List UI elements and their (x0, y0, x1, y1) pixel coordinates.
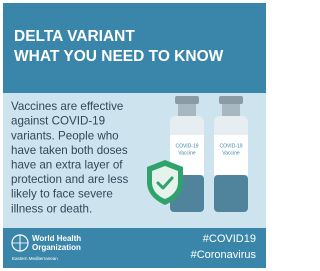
infographic: DELTA VARIANT WHAT YOU NEED TO KNOW Vacc… (0, 0, 269, 271)
org-name: World Health (32, 234, 81, 243)
body-line: against COVID-19 (11, 115, 105, 128)
body-line: have an extra layer of (11, 158, 123, 171)
vial-label: COVID-19 (219, 143, 242, 149)
body-line: variants. People who (11, 129, 119, 142)
body-line: likely to face severe (11, 188, 113, 201)
body-line: Vaccines are effective (11, 100, 123, 113)
body-line: protection and are less (11, 173, 128, 186)
org-region: Eastern Mediterranean (12, 256, 58, 261)
page: DELTA VARIANT WHAT YOU NEED TO KNOW Vacc… (0, 0, 269, 271)
vial-label: COVID-19 (175, 143, 198, 149)
hashtag: #Coronavirus (191, 249, 257, 261)
body-line: illness or death. (11, 202, 92, 215)
vial-label: Vaccine (222, 150, 240, 156)
title-line: DELTA VARIANT (14, 28, 135, 45)
vial-label: Vaccine (178, 150, 196, 156)
org-name: Organization (32, 243, 81, 252)
hashtag: #COVID19 (203, 233, 256, 245)
title-line: WHAT YOU NEED TO KNOW (14, 48, 224, 65)
body-line: have taken both doses (11, 144, 128, 157)
who-emblem (12, 235, 28, 251)
